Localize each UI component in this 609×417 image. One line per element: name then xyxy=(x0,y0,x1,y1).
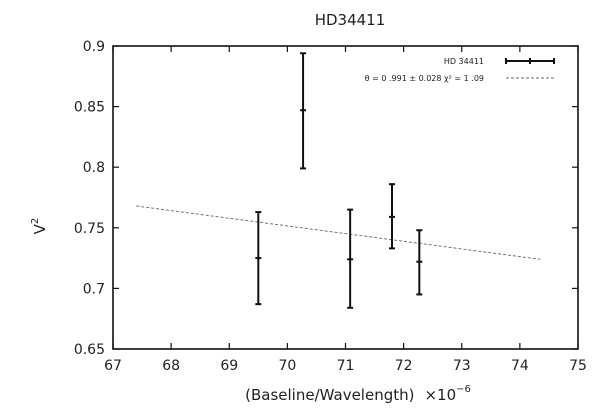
data-point-3 xyxy=(389,183,395,250)
x-tick-label: 69 xyxy=(220,358,238,374)
x-tick-label: 75 xyxy=(569,358,587,374)
x-axis-label: (Baseline/Wavelength) ×10−6 xyxy=(245,384,471,404)
y-axis-label: V2 xyxy=(30,218,49,235)
x-tick-label: 67 xyxy=(104,358,122,374)
x-tick-label: 71 xyxy=(337,358,355,374)
legend-entry-0-label: HD 34411 xyxy=(444,57,484,66)
y-tick-label: 0.65 xyxy=(74,342,105,358)
y-tick-label: 0.75 xyxy=(74,221,105,237)
x-axis-multiplier: ×10 xyxy=(424,386,456,404)
data-point-1 xyxy=(300,52,307,170)
x-tick-label: 72 xyxy=(395,358,413,374)
x-axis-exponent: −6 xyxy=(456,384,471,395)
y-axis-label-text: V xyxy=(31,223,49,234)
x-tick-label: 68 xyxy=(162,358,180,374)
x-axis-label-text: (Baseline/Wavelength) xyxy=(245,386,414,404)
x-tick-label: 74 xyxy=(511,358,529,374)
plot-area-frame xyxy=(112,45,579,350)
x-tick-label: 70 xyxy=(278,358,296,374)
data-point-2 xyxy=(347,208,354,309)
legend: HD 34411 θ = 0 .991 ± 0.028 χ² = 1 .09 xyxy=(365,57,555,83)
x-tick-label: 73 xyxy=(453,358,471,374)
y-tick-label: 0.7 xyxy=(83,281,105,297)
data-point-4 xyxy=(416,229,423,296)
y-tick-label: 0.85 xyxy=(74,100,105,116)
y-tick-label: 0.9 xyxy=(83,39,105,55)
data-point-0 xyxy=(255,211,262,306)
legend-entry-1-label: θ = 0 .991 ± 0.028 χ² = 1 .09 xyxy=(365,74,484,83)
fit-line xyxy=(136,205,541,260)
y-axis-label-exponent: 2 xyxy=(30,218,41,224)
y-tick-label: 0.8 xyxy=(83,160,105,176)
svg-text:(Baseline/Wavelength)×10−6: (Baseline/Wavelength) ×10−6 xyxy=(245,384,471,404)
svg-text:V2: V2 xyxy=(30,218,49,235)
chart-title: HD34411 xyxy=(315,11,386,29)
